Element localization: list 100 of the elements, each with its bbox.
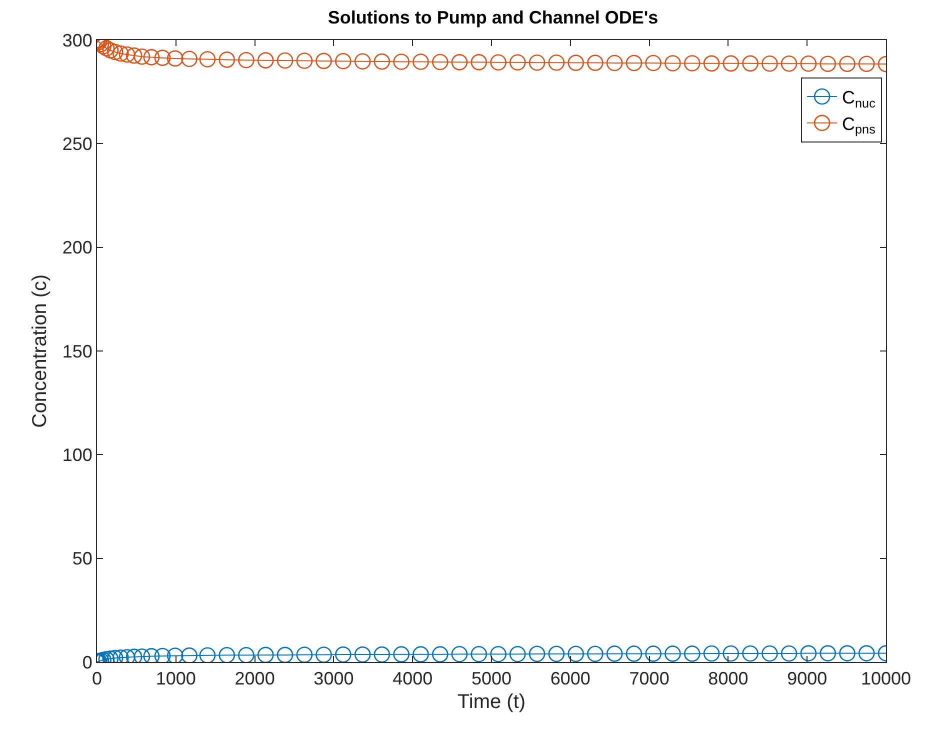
y-tick-label: 100 [62,444,92,465]
point [112,45,129,62]
point [684,646,700,662]
point [451,646,468,662]
point [393,646,410,662]
point [335,646,352,662]
point [742,645,758,662]
chart-title: Solutions to Pump and Channel ODE's [328,8,658,28]
point [451,54,468,70]
x-tick-label: 8000 [708,668,748,689]
point [316,646,332,662]
y-tick-label: 50 [72,548,92,569]
x-tick-label: 3000 [314,668,354,689]
y-tick-label: 200 [62,238,92,258]
point [257,646,274,662]
x-tick-label: 2000 [234,668,275,689]
point [722,55,740,72]
y-tick-label: 300 [62,30,92,50]
point [548,646,565,662]
x-axis-title: Time (t) [457,691,526,714]
point [858,645,875,662]
point [218,647,236,662]
point [199,51,216,68]
point [181,647,198,662]
point [412,54,429,70]
point [722,645,740,662]
point [509,54,526,71]
point [181,50,198,68]
point [374,646,390,662]
point [839,56,856,72]
point [606,54,623,72]
point [118,46,136,63]
point [354,646,371,662]
point [490,646,506,662]
point [703,55,720,72]
point [858,56,875,72]
legend-label: C$_{pns}$ [842,114,876,137]
point [276,646,294,662]
point [470,54,488,70]
point [626,54,642,72]
point [432,54,448,70]
point [664,646,681,662]
point [762,645,778,662]
point [154,50,171,66]
point [568,54,584,71]
x-tick-label: 7000 [629,668,670,689]
point [166,50,184,67]
point [393,54,410,70]
x-tick-label: 6000 [550,668,590,689]
point [238,647,254,662]
x-tick-label: 5000 [471,668,512,689]
point [199,647,216,662]
y-axis-title: Concentration (c) [28,274,51,428]
point [780,55,798,72]
point [238,52,254,68]
x-tick-label: 1000 [156,668,196,689]
x-tick-label: 9000 [787,668,828,689]
point [166,648,184,662]
point [412,646,429,662]
point [800,645,817,662]
point [645,646,662,662]
point [528,54,546,71]
point [820,56,836,72]
point [780,645,798,662]
point [335,53,352,70]
point [568,646,584,662]
point [296,52,313,69]
point [626,646,642,662]
y-tick-label: 150 [62,341,92,362]
point [257,52,274,68]
point [587,646,604,662]
point [276,52,294,69]
point [703,645,720,662]
point [548,54,565,71]
point [296,646,313,662]
point [374,53,390,70]
point [107,44,124,60]
point [316,52,332,70]
point [820,645,836,662]
x-tick-label: 4000 [392,668,433,689]
x-tick-label: 10000 [860,668,912,689]
point [143,648,160,662]
point [664,55,681,72]
point [154,648,171,662]
point [684,55,700,72]
point [354,53,371,70]
point [800,55,817,72]
y-tick-label: 250 [62,134,92,154]
point [143,49,160,66]
point [509,646,526,662]
point [742,55,758,72]
point [490,54,506,71]
point [528,646,546,662]
point [98,40,115,56]
point [218,52,236,68]
legend-label: C$_{nuc}$ [842,88,876,110]
point [126,47,142,64]
point [587,54,604,71]
point [134,48,150,65]
point [762,55,778,72]
